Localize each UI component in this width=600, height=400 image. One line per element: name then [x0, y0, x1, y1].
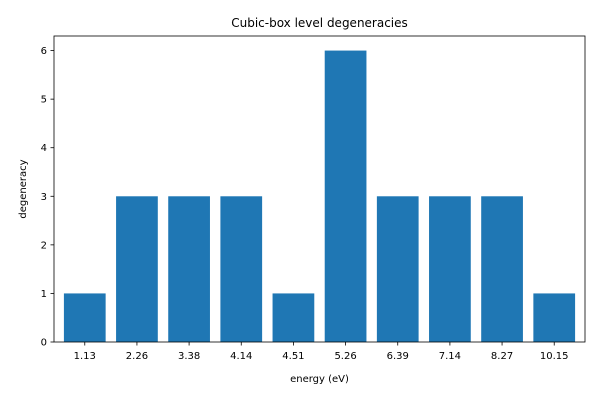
bar-7.14 [429, 196, 471, 342]
x-tick-label: 5.26 [334, 351, 356, 362]
y-tick-label: 0 [41, 338, 47, 349]
x-tick-label: 8.27 [491, 351, 513, 362]
bars-group [63, 50, 576, 342]
y-axis-label: degeneracy [18, 159, 29, 218]
x-tick-label: 6.39 [387, 351, 409, 362]
x-tick-label: 4.14 [230, 351, 252, 362]
x-tick-label: 2.26 [126, 351, 148, 362]
y-tick-label: 4 [41, 143, 47, 154]
bar-4.51 [272, 293, 315, 342]
bar-8.27 [481, 196, 523, 342]
bar-3.38 [168, 196, 210, 342]
bar-6.39 [376, 196, 419, 342]
x-tick-label: 7.14 [439, 351, 461, 362]
bar-4.14 [220, 196, 263, 342]
bar-2.26 [116, 196, 158, 342]
bar-10.15 [533, 293, 576, 342]
x-tick-label: 10.15 [540, 351, 569, 362]
x-tick-label: 4.51 [282, 351, 304, 362]
x-axis-ticks: 1.13 2.26 3.38 4.14 4.51 5.26 6.39 7.14 8.27 10.1… [74, 342, 569, 362]
x-axis-label: energy (eV) [290, 374, 349, 385]
y-tick-label: 2 [41, 240, 47, 251]
chart-title: Cubic-box level degeneracies [231, 16, 408, 30]
bar-1.13 [63, 293, 106, 342]
y-tick-label: 6 [41, 46, 47, 57]
y-tick-label: 3 [41, 192, 47, 203]
y-tick-label: 5 [41, 95, 47, 106]
bar-5.26 [324, 50, 367, 342]
x-tick-label: 1.13 [74, 351, 96, 362]
x-tick-label: 3.38 [178, 351, 200, 362]
y-tick-label: 1 [41, 289, 47, 300]
y-axis-ticks: 0 1 2 3 4 5 6 [41, 46, 54, 349]
plot-frame [53, 35, 586, 343]
